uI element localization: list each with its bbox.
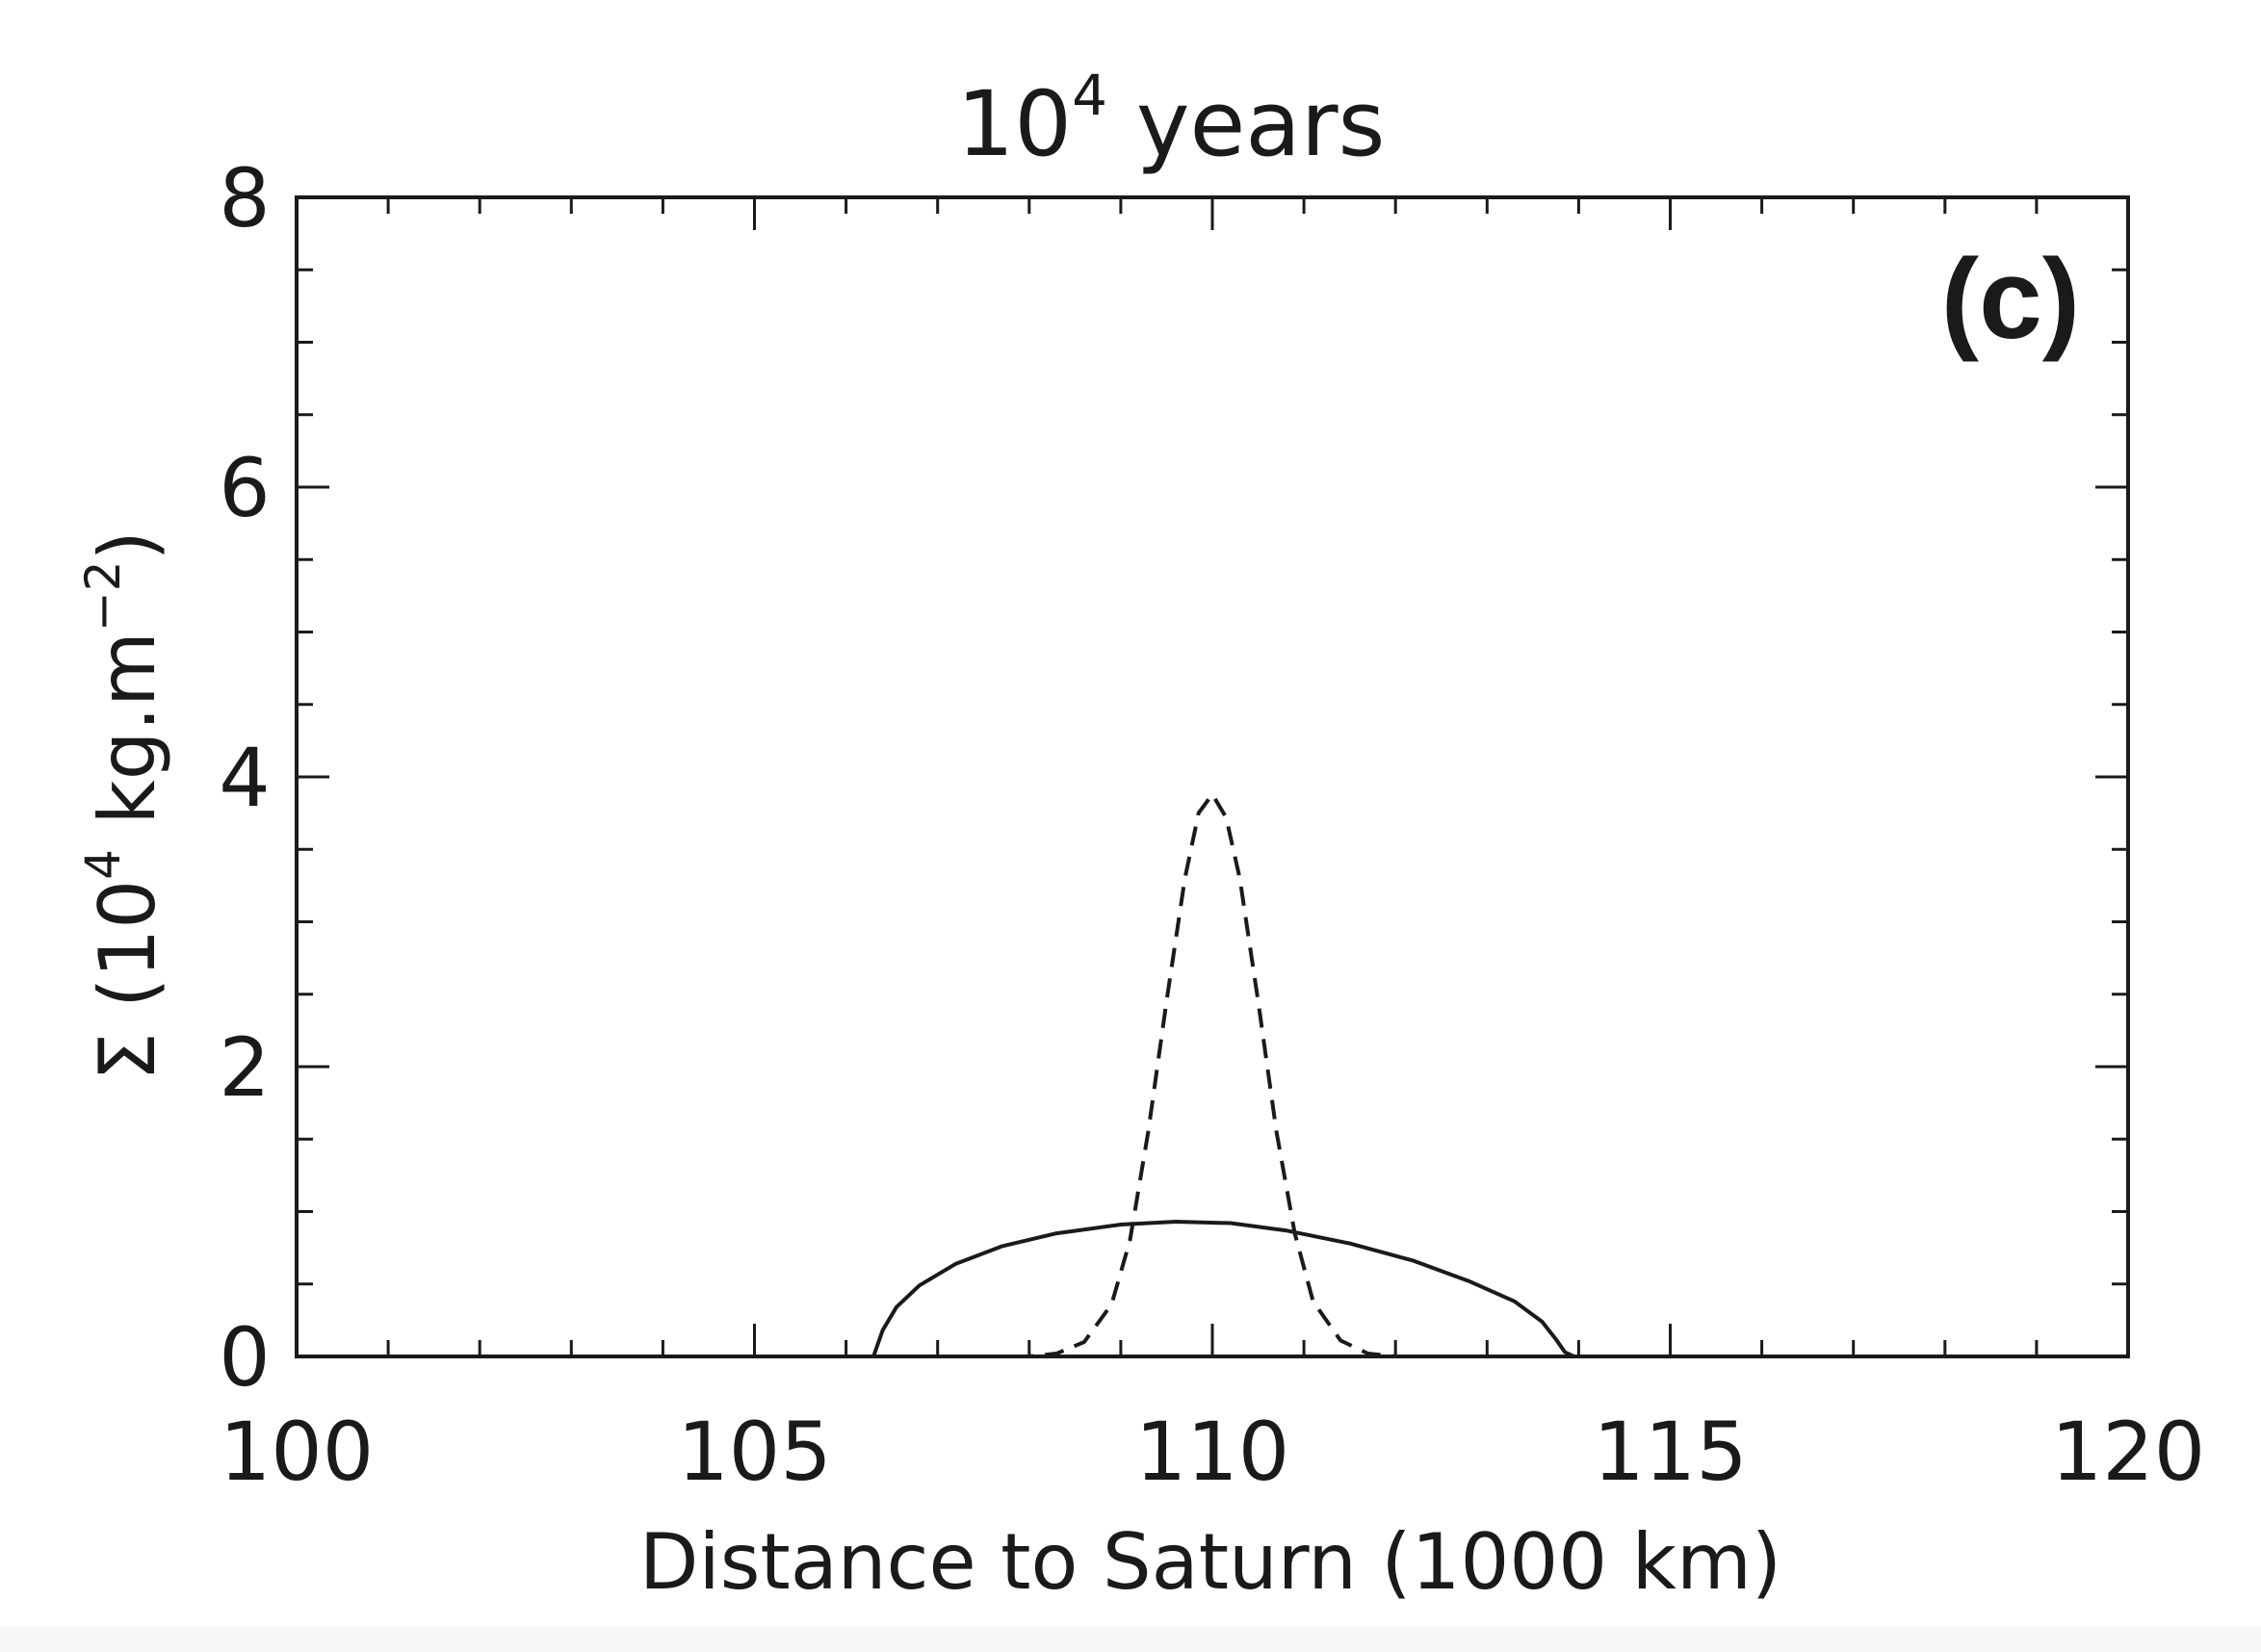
plot-area: 100 105 110 115 120 0 2 4 6 8: [219, 151, 2205, 1499]
chart-title: 104 years: [956, 63, 1385, 177]
y-axis-label-prefix: Σ (10: [83, 880, 172, 1081]
y-axis-label-exp1: 4: [75, 849, 131, 880]
y-tick-label: 6: [219, 441, 270, 535]
y-axis-label-mid: kg.m: [83, 632, 172, 849]
series-dashed-line: [983, 792, 1442, 1358]
x-tick-label: 115: [1593, 1405, 1747, 1499]
y-tick-label: 0: [219, 1310, 270, 1405]
y-axis-label-suffix: ): [83, 530, 172, 560]
y-axis-label-exp2: −2: [75, 560, 131, 632]
x-tick-label: 100: [220, 1405, 374, 1499]
x-tick-label: 120: [2051, 1405, 2205, 1499]
y-axis-label: Σ (104 kg.m−2): [75, 530, 172, 1081]
chart-title-rest: years: [1107, 72, 1386, 177]
x-tick-label: 110: [1135, 1405, 1289, 1499]
plot-frame: [295, 195, 2130, 1358]
series-solid-line: [754, 1220, 1671, 1358]
y-tick-label: 8: [219, 151, 270, 245]
y-tick-label: 2: [219, 1020, 270, 1115]
page-bottom-strip: [0, 1627, 2261, 1652]
chart-title-exponent: 4: [1072, 63, 1107, 128]
x-tick-label: 105: [677, 1405, 831, 1499]
y-tick-label: 4: [219, 731, 270, 825]
panel-label: (c): [1941, 236, 2080, 363]
x-axis-label: Distance to Saturn (1000 km): [639, 1517, 1781, 1607]
chart-title-base: 10: [956, 72, 1072, 177]
